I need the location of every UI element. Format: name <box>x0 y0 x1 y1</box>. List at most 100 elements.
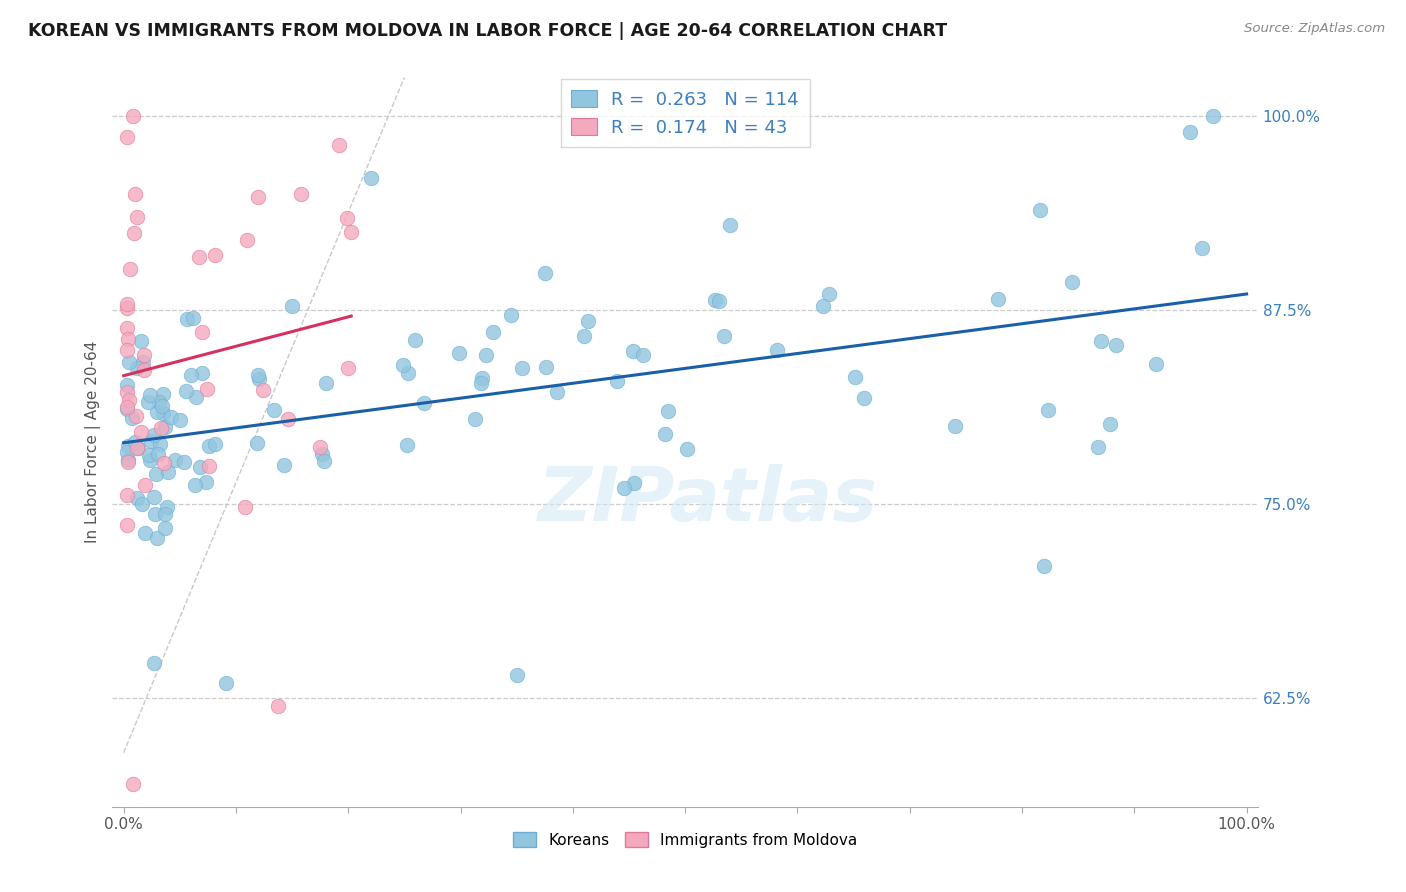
Point <box>117 455 139 469</box>
Point <box>247 190 270 204</box>
Point <box>236 234 259 248</box>
Point <box>505 668 527 682</box>
Point <box>215 675 238 690</box>
Point <box>482 325 505 339</box>
Point <box>146 405 169 419</box>
Point <box>204 437 226 451</box>
Point <box>155 507 177 521</box>
Point <box>149 421 172 435</box>
Point <box>986 292 1008 306</box>
Point <box>134 363 156 377</box>
Point <box>654 426 676 441</box>
Point <box>139 434 162 448</box>
Point <box>134 477 156 491</box>
Point <box>165 452 187 467</box>
Point <box>273 458 295 472</box>
Point <box>413 396 436 410</box>
Point <box>160 409 183 424</box>
Point <box>713 329 735 343</box>
Point <box>157 465 180 479</box>
Point <box>396 438 419 452</box>
Point <box>181 311 204 326</box>
Point <box>252 383 274 397</box>
Point <box>623 476 645 491</box>
Point <box>143 656 166 670</box>
Point <box>150 399 173 413</box>
Point <box>277 412 299 426</box>
Point <box>475 348 498 362</box>
Point <box>121 411 143 425</box>
Point <box>134 525 156 540</box>
Point <box>131 425 153 439</box>
Point <box>197 439 219 453</box>
Point <box>1098 417 1121 431</box>
Legend: R =  0.263   N = 114, R =  0.174   N = 43: R = 0.263 N = 114, R = 0.174 N = 43 <box>561 79 810 147</box>
Point <box>138 448 160 462</box>
Point <box>180 368 202 382</box>
Point <box>120 262 142 277</box>
Point <box>328 138 350 153</box>
Point <box>142 428 165 442</box>
Text: ZIPatlas: ZIPatlas <box>538 464 877 537</box>
Point <box>818 286 841 301</box>
Point <box>115 343 138 357</box>
Point <box>115 444 138 458</box>
Point <box>533 266 555 280</box>
Point <box>152 387 174 401</box>
Point <box>247 372 270 386</box>
Point <box>117 393 139 408</box>
Point <box>1060 275 1083 289</box>
Point <box>766 343 789 358</box>
Point <box>115 378 138 392</box>
Point <box>943 418 966 433</box>
Point <box>311 447 333 461</box>
Point <box>136 395 159 409</box>
Point <box>1029 202 1052 217</box>
Point <box>125 409 148 424</box>
Text: Source: ZipAtlas.com: Source: ZipAtlas.com <box>1244 22 1385 36</box>
Point <box>115 297 138 311</box>
Point <box>190 366 212 380</box>
Point <box>360 171 382 186</box>
Point <box>153 521 176 535</box>
Point <box>115 488 138 502</box>
Point <box>315 376 337 390</box>
Point <box>621 344 644 359</box>
Point <box>156 500 179 515</box>
Point <box>852 391 875 405</box>
Point <box>195 382 218 396</box>
Point <box>718 218 741 232</box>
Point <box>117 439 139 453</box>
Point <box>127 491 149 505</box>
Point <box>267 699 290 714</box>
Point <box>510 360 533 375</box>
Point <box>1033 559 1056 574</box>
Point <box>146 447 169 461</box>
Point <box>309 441 332 455</box>
Point <box>290 187 312 202</box>
Point <box>657 404 679 418</box>
Point <box>340 225 363 239</box>
Point <box>606 374 628 388</box>
Point <box>115 517 138 532</box>
Point <box>148 394 170 409</box>
Point <box>129 334 152 348</box>
Point <box>115 401 138 415</box>
Point <box>117 401 139 416</box>
Point <box>464 411 486 425</box>
Point <box>707 294 730 309</box>
Point <box>187 250 209 264</box>
Point <box>197 459 219 474</box>
Point <box>176 311 198 326</box>
Point <box>132 348 155 362</box>
Point <box>336 361 359 376</box>
Point <box>447 345 470 359</box>
Point <box>143 507 166 521</box>
Point <box>676 442 699 456</box>
Point <box>1180 125 1202 139</box>
Point <box>138 388 160 402</box>
Point <box>127 441 149 455</box>
Point <box>813 299 835 313</box>
Text: KOREAN VS IMMIGRANTS FROM MOLDOVA IN LABOR FORCE | AGE 20-64 CORRELATION CHART: KOREAN VS IMMIGRANTS FROM MOLDOVA IN LAB… <box>28 22 948 40</box>
Point <box>122 226 145 240</box>
